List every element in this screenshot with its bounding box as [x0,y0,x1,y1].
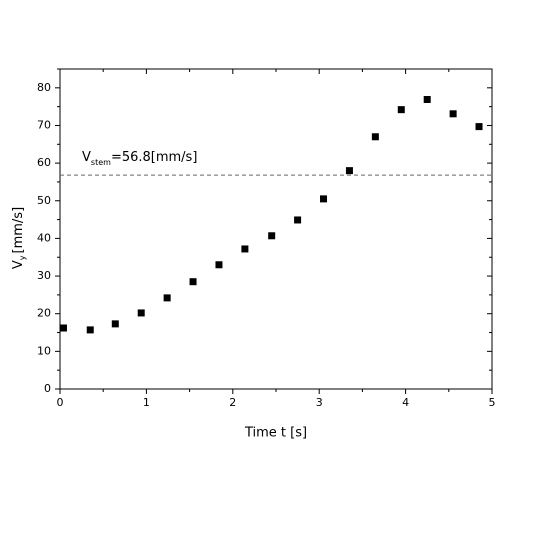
data-point [137,309,145,317]
y-tick-label: 10 [37,344,51,357]
data-point [59,324,67,332]
data-point [423,95,431,103]
y-label-sub: y [18,255,27,260]
data-point [320,195,328,203]
y-label-main: V [11,260,26,269]
data-point [111,320,119,328]
y-tick-label: 50 [37,194,51,207]
x-tick-label: 5 [489,396,496,409]
y-tick-label: 70 [37,118,51,131]
data-point [163,294,171,302]
y-axis-label: Vy[mm/s] [11,207,27,269]
plot-frame [59,68,493,390]
data-point [371,133,379,141]
data-point [449,110,457,118]
reference-label-sub: stem [91,158,111,167]
data-point [215,261,223,269]
data-point [294,216,302,224]
reference-label: Vstem=56.8[mm/s] [82,150,197,167]
x-tick-label: 4 [402,396,409,409]
y-tick-label: 40 [37,231,51,244]
y-axis-label-text: Vy[mm/s] [11,207,27,269]
y-tick-label: 30 [37,269,51,282]
data-point [345,167,353,175]
x-tick-label: 2 [229,396,236,409]
y-tick-label: 80 [37,81,51,94]
reference-label-main: V [82,150,91,165]
reference-label-rest: =56.8[mm/s] [111,150,197,165]
data-point [268,232,276,240]
x-tick-label: 0 [57,396,64,409]
y-label-unit: [mm/s] [11,207,26,254]
data-point [397,106,405,114]
data-point [241,245,249,253]
data-point [86,326,94,334]
x-tick-label: 3 [316,396,323,409]
y-tick-label: 0 [44,382,51,395]
y-tick-label: 20 [37,307,51,320]
y-tick-label: 60 [37,156,51,169]
x-tick-label: 1 [143,396,150,409]
x-axis-label: Time t [s] [244,426,307,441]
data-point [189,278,197,286]
data-point [475,123,483,131]
